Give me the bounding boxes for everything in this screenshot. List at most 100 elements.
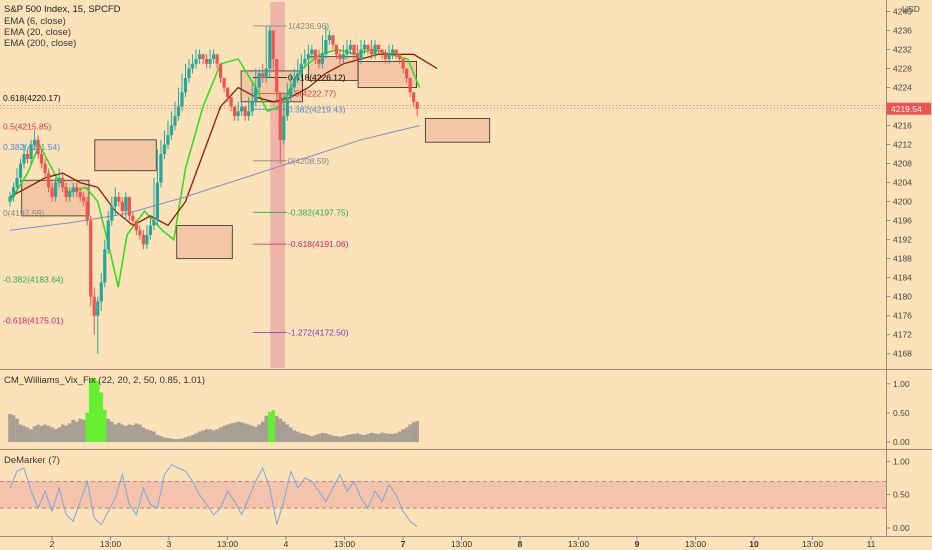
- candle-body: [145, 234, 149, 245]
- candle-body: [394, 49, 398, 55]
- candle-body: [313, 49, 317, 60]
- vix-fix-bar: [299, 433, 304, 442]
- price-tick-label: 4216: [893, 121, 912, 131]
- candle-body: [75, 187, 79, 193]
- price-tick-label: 4180: [893, 292, 912, 302]
- candle-body: [285, 97, 289, 117]
- candle-body: [348, 44, 353, 50]
- vix-tick-label: 0.50: [893, 408, 910, 418]
- vix-fix-bar: [390, 433, 395, 442]
- candle-body: [352, 44, 356, 55]
- vix-fix-bar: [148, 430, 153, 442]
- candle-body: [82, 196, 86, 202]
- candle-body: [341, 54, 346, 60]
- candle-body: [11, 187, 16, 197]
- candle-body: [376, 44, 381, 50]
- candle-body: [176, 106, 181, 117]
- vix-tick-label: 0.00: [893, 437, 910, 447]
- vix-fix-bar: [145, 429, 149, 442]
- candle-body: [211, 54, 216, 60]
- candle-body: [401, 59, 405, 69]
- vix-fix-bar: [92, 378, 97, 442]
- vix-fix-bar: [352, 433, 356, 442]
- candle-body: [222, 78, 226, 88]
- candle-body: [78, 192, 82, 197]
- fib-level-label: -0.382(4197.75): [288, 207, 349, 217]
- candle-body: [373, 44, 377, 55]
- candle-body: [331, 35, 335, 45]
- vix-fix-bar: [257, 424, 262, 442]
- vix-fix-bar: [338, 436, 342, 442]
- fib-level-label: -1.272(4172.50): [288, 327, 349, 337]
- chart-title: S&P 500 Index, 15, SPCFD: [4, 4, 121, 15]
- candle-body: [47, 173, 51, 188]
- candle-body: [320, 54, 324, 64]
- vix-fix-bar: [46, 425, 51, 442]
- candle-body: [278, 92, 282, 140]
- candle-body: [103, 249, 107, 283]
- vix-fix-bar: [404, 427, 409, 442]
- vix-fix-bar: [166, 437, 170, 442]
- fib-level-label: 0.618(4226.12): [288, 72, 346, 82]
- legend-ema6[interactable]: EMA (6, close): [4, 16, 66, 27]
- vix-fix-bar: [362, 435, 367, 442]
- vix-fix-bar: [25, 427, 30, 442]
- vix-fix-bar: [57, 427, 61, 442]
- vix-fix-bar: [88, 378, 93, 442]
- candle-body: [254, 87, 258, 102]
- vix-fix-bar: [324, 433, 328, 442]
- time-tick-label: 13:00: [802, 539, 824, 549]
- demarker-series-line: [9, 464, 418, 528]
- price-tick-label: 4196: [893, 216, 912, 226]
- candle-body: [15, 177, 19, 188]
- price-tick-label: 4168: [893, 349, 912, 359]
- candle-body: [359, 49, 363, 60]
- vix-fix-bar: [310, 436, 314, 442]
- candle-body: [117, 196, 121, 202]
- vix-fix-bar: [109, 421, 114, 442]
- vix-fix-bar: [194, 433, 198, 442]
- candle-body: [303, 59, 307, 64]
- vix-fix-bar: [159, 436, 163, 442]
- candle-body: [22, 154, 26, 164]
- vix-fix-bar: [334, 436, 339, 442]
- legend-ema20[interactable]: EMA (20, close): [4, 27, 71, 38]
- candle-body: [131, 215, 135, 221]
- candle-body: [18, 163, 23, 178]
- candle-body: [226, 87, 230, 98]
- fib-level-label: -0.618(4175.01): [3, 315, 64, 325]
- vix-fix-bar: [124, 425, 128, 442]
- ema-line: [9, 125, 420, 231]
- vix-fix-bar: [53, 429, 58, 442]
- candle-body: [405, 68, 409, 79]
- vix-fix-bar: [408, 424, 412, 442]
- vix-fix-bar: [250, 425, 254, 442]
- fib-level-label: -0.618(4191.06): [288, 239, 349, 249]
- vix-fix-bar: [117, 422, 121, 442]
- candle-body: [292, 78, 296, 88]
- price-tick-label: 4192: [893, 235, 912, 245]
- legend-ema200[interactable]: EMA (200, close): [4, 38, 76, 49]
- vix-fix-bar: [95, 380, 100, 442]
- candle-body: [25, 154, 30, 159]
- vix-fix-bar: [267, 411, 272, 442]
- time-tick-label: 4: [284, 539, 289, 549]
- vix-fix-bar: [215, 429, 219, 442]
- time-tick-label: 11: [867, 539, 876, 549]
- vix-fix-bar: [397, 431, 402, 442]
- candle-body: [369, 49, 374, 55]
- candle-body: [96, 301, 100, 316]
- candle-body: [275, 59, 279, 93]
- vix-fix-bar: [127, 424, 132, 442]
- vix-fix-bar: [415, 421, 419, 442]
- vix-fix-bar: [359, 434, 363, 442]
- candle-body: [240, 106, 244, 112]
- vix-fix-bars: [8, 378, 419, 442]
- candle-body: [152, 220, 156, 226]
- candle-body: [162, 144, 167, 155]
- candle-body: [247, 111, 251, 117]
- candle-body: [64, 187, 68, 197]
- candle-body: [412, 92, 416, 102]
- vix-fix-bar: [43, 424, 47, 442]
